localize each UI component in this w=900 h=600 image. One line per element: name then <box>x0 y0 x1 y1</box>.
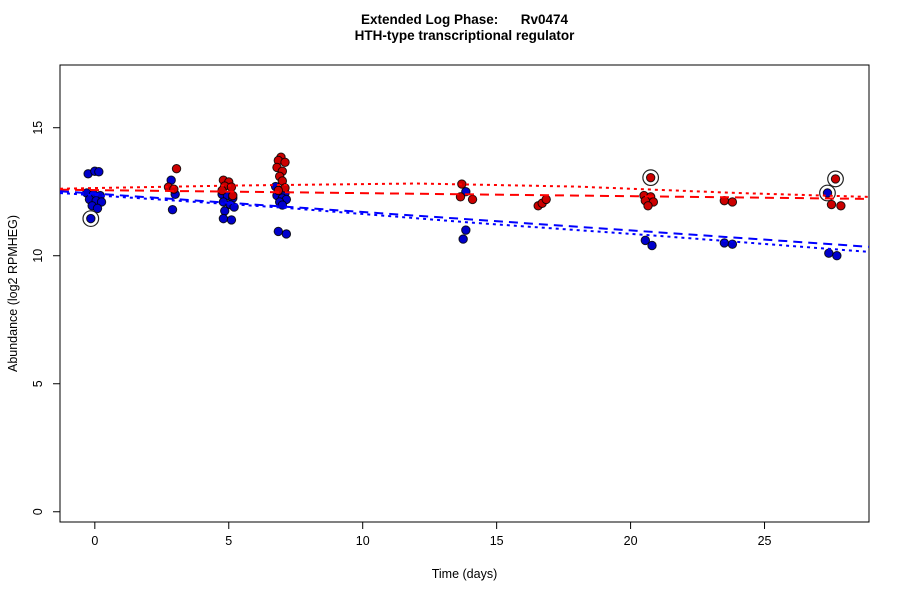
outlier-ring <box>82 210 100 228</box>
blue-replicates-point <box>92 203 103 214</box>
blue-replicates-point <box>94 167 104 177</box>
blue-replicates-point <box>640 235 651 246</box>
blue-replicates-point <box>458 234 468 244</box>
red-replicates-point <box>541 194 551 205</box>
blue-replicates-point <box>226 215 237 225</box>
blue-replicates-point <box>832 251 842 261</box>
x-tick-label: 15 <box>490 534 504 548</box>
y-tick-label: 0 <box>31 508 45 515</box>
red-fit-dotted <box>59 182 870 198</box>
red-replicates-point <box>217 185 227 196</box>
y-tick-label: 10 <box>31 249 45 263</box>
blue-replicates-point <box>167 204 178 215</box>
plot-box <box>59 64 870 523</box>
y-axis-label: Abundance (log2 RPMHEG) <box>6 215 20 372</box>
blue-replicates-point <box>647 240 657 251</box>
blue-replicates-point <box>86 213 96 224</box>
outlier-ring <box>819 184 836 202</box>
x-tick-label: 0 <box>91 534 98 548</box>
blue-replicates-point <box>281 229 292 239</box>
blue-replicates-point <box>824 248 834 258</box>
blue-fit-dashed <box>59 190 870 248</box>
blue-replicates-point <box>218 213 229 224</box>
blue-replicates-point <box>273 226 284 237</box>
red-replicates-point <box>280 157 290 167</box>
y-tick-label: 5 <box>31 380 45 387</box>
title-block: Extended Log Phase: Rv0474 HTH-type tran… <box>60 12 869 44</box>
red-replicates-point <box>645 172 656 183</box>
outlier-ring <box>827 170 844 188</box>
x-tick-label: 20 <box>624 534 638 548</box>
red-replicates-point <box>643 201 653 211</box>
red-replicates-point <box>830 174 841 184</box>
blue-replicates-point <box>220 206 230 216</box>
red-replicates-point <box>826 199 837 210</box>
blue-replicates-point <box>461 225 471 235</box>
x-axis-label: Time (days) <box>432 567 498 581</box>
red-replicates-point <box>226 182 237 192</box>
red-replicates-point <box>467 194 478 205</box>
blue-fit-dotted <box>59 192 870 253</box>
chart-title: Extended Log Phase: Rv0474 <box>360 12 569 27</box>
red-replicates-point <box>836 201 846 211</box>
x-tick-label: 5 <box>225 534 232 548</box>
y-tick-label: 15 <box>31 121 45 135</box>
red-replicates-point <box>171 163 182 174</box>
x-tick-label: 25 <box>758 534 772 548</box>
x-tick-label: 10 <box>356 534 370 548</box>
red-replicates-point <box>273 185 284 196</box>
chart-subtitle: HTH-type transcriptional regulator <box>354 28 575 43</box>
outlier-ring <box>642 169 660 187</box>
red-replicates-point <box>727 197 738 207</box>
